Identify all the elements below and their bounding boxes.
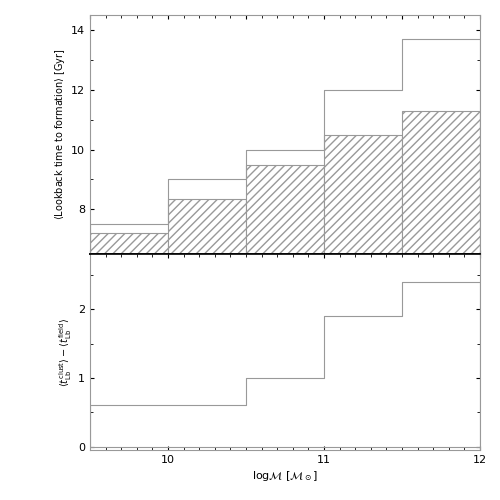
Bar — [246, 164, 324, 254]
Y-axis label: $\langle t^{\rm clust}_{\rm Lb}\rangle - \langle t^{\rm field}_{\rm Lb}\rangle$: $\langle t^{\rm clust}_{\rm Lb}\rangle -… — [57, 318, 74, 386]
X-axis label: log$\mathcal{M}$ [$\mathcal{M}_\odot$]: log$\mathcal{M}$ [$\mathcal{M}_\odot$] — [252, 469, 318, 483]
Bar — [90, 234, 168, 254]
Bar — [324, 134, 402, 254]
Bar — [168, 199, 246, 254]
Bar — [402, 110, 480, 255]
Y-axis label: $\langle$Lookback time to formation$\rangle$ [Gyr]: $\langle$Lookback time to formation$\ran… — [53, 49, 67, 220]
